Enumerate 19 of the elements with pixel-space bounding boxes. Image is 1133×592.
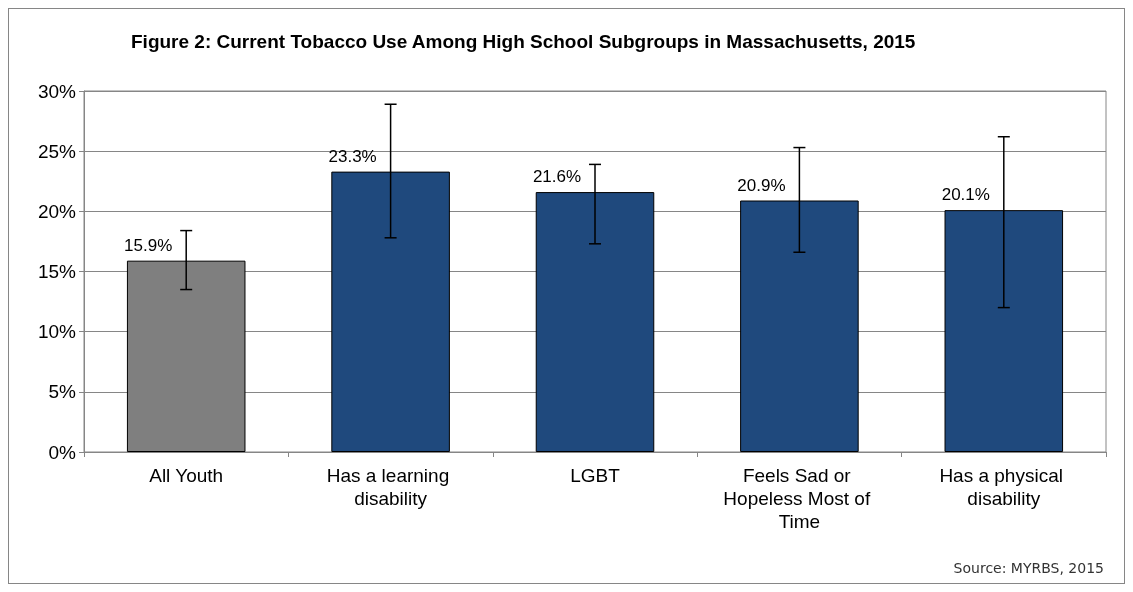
x-tick-label: All Youth <box>149 465 224 486</box>
y-tick-label: 10% <box>37 321 77 343</box>
data-label: 20.1% <box>941 185 990 205</box>
chart-title: Figure 2: Current Tobacco Use Among High School Subgroups in Massachusetts, 2015 <box>131 31 916 52</box>
data-label: 23.3% <box>328 146 377 166</box>
data-label: 20.9% <box>737 175 786 195</box>
data-label: 21.6% <box>532 167 582 187</box>
source-note: Source: MYRBS, 2015 <box>953 560 1105 576</box>
data-label: 15.9% <box>124 235 173 255</box>
x-tick-label: LGBT <box>570 465 621 486</box>
y-tick-label: 25% <box>37 140 77 162</box>
y-tick-label: 0% <box>48 441 77 463</box>
x-tick-label: Has a learning disability <box>326 465 455 509</box>
y-tick-label: 5% <box>48 381 77 403</box>
x-tick-label: Feels Sad or Hopeless Most of Time <box>723 465 876 532</box>
y-tick-label: 15% <box>37 261 77 282</box>
x-tick-label: Has a physical disability <box>939 465 1069 509</box>
y-tick-label: 30% <box>37 80 77 102</box>
y-tick-label: 20% <box>37 200 77 222</box>
